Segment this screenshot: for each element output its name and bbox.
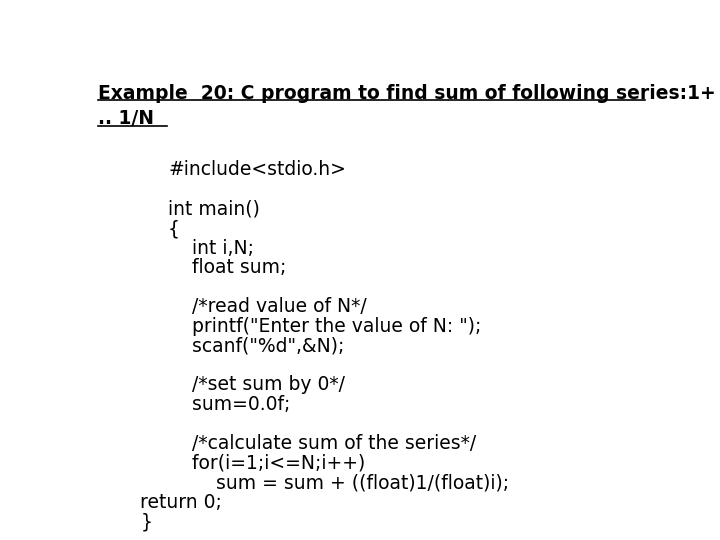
Text: Example  20: C program to find sum of following series:1+ 1/2 + 1/3 + 1/4 + 1/5 : Example 20: C program to find sum of fol… <box>99 84 720 103</box>
Text: printf("Enter the value of N: ");: printf("Enter the value of N: "); <box>168 317 482 336</box>
Text: for(i=1;i<=N;i++): for(i=1;i<=N;i++) <box>168 454 365 472</box>
Text: int main(): int main() <box>168 199 260 219</box>
Text: #include<stdio.h>: #include<stdio.h> <box>168 160 346 179</box>
Text: int i,N;: int i,N; <box>168 239 254 258</box>
Text: float sum;: float sum; <box>168 258 287 277</box>
Text: /*calculate sum of the series*/: /*calculate sum of the series*/ <box>168 434 477 453</box>
Text: }: } <box>140 512 152 531</box>
Text: sum=0.0f;: sum=0.0f; <box>168 395 290 414</box>
Text: /*read value of N*/: /*read value of N*/ <box>168 297 367 316</box>
Text: sum = sum + ((float)1/(float)i);: sum = sum + ((float)1/(float)i); <box>168 473 509 492</box>
Text: return 0;: return 0; <box>140 492 222 512</box>
Text: {: { <box>168 219 180 238</box>
Text: .. 1/N: .. 1/N <box>99 109 154 129</box>
Text: /*set sum by 0*/: /*set sum by 0*/ <box>168 375 345 394</box>
Text: scanf("%d",&N);: scanf("%d",&N); <box>168 336 344 355</box>
